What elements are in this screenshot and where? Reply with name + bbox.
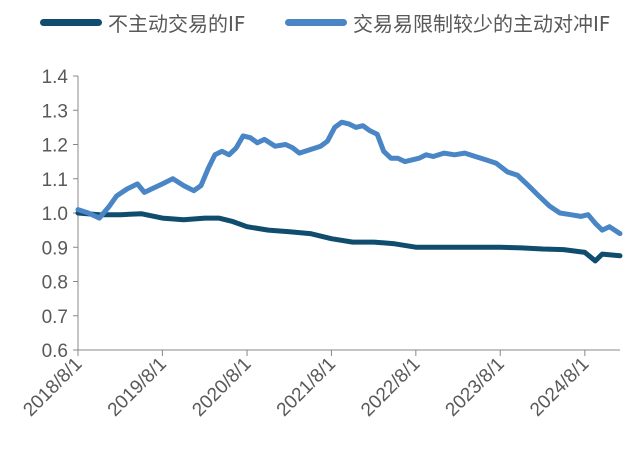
axes bbox=[73, 75, 620, 356]
series-layer bbox=[75, 119, 623, 264]
x-tick-label: 2020/8/1 bbox=[188, 354, 255, 421]
legend-label-passive-if: 不主动交易的IF bbox=[108, 11, 246, 36]
x-tick-label: 2023/8/1 bbox=[442, 354, 509, 421]
y-tick-label: 1.2 bbox=[42, 136, 68, 157]
y-tick-label: 1.3 bbox=[42, 101, 68, 122]
y-tick-label: 0.6 bbox=[42, 341, 68, 362]
x-tick-label: 2022/8/1 bbox=[357, 354, 424, 421]
legend-swatch-passive-if bbox=[40, 18, 102, 26]
y-tick-label: 1.0 bbox=[42, 204, 68, 225]
series-line-0 bbox=[75, 210, 623, 264]
y-tick-label: 1.4 bbox=[42, 67, 69, 88]
labels-layer: 0.6 0.7 0.8 0.9 1.0 1.1 1.2 1.3 1.4 2018/8/1 2019/… bbox=[19, 67, 593, 421]
x-tick-label: 2019/8/1 bbox=[104, 354, 171, 421]
legend-item-active-hedge-if: 交易易限制较少的主动对冲IF bbox=[285, 8, 610, 36]
y-tick-label: 0.9 bbox=[42, 238, 68, 259]
y-tick-label: 0.8 bbox=[42, 273, 68, 294]
x-tick-label: 2021/8/1 bbox=[273, 354, 340, 421]
x-tick-label: 2018/8/1 bbox=[19, 354, 86, 421]
y-tick-label: 0.7 bbox=[42, 307, 68, 328]
legend-label-active-hedge-if: 交易易限制较少的主动对冲IF bbox=[353, 11, 611, 36]
series-line-1 bbox=[75, 119, 623, 237]
legend-item-passive-if: 不主动交易的IF bbox=[40, 8, 245, 36]
y-tick-label: 1.1 bbox=[42, 170, 68, 191]
x-tick-label: 2024/8/1 bbox=[526, 354, 593, 421]
legend: 不主动交易的IF 交易易限制较少的主动对冲IF bbox=[0, 8, 633, 36]
legend-swatch-active-hedge-if bbox=[285, 18, 347, 26]
